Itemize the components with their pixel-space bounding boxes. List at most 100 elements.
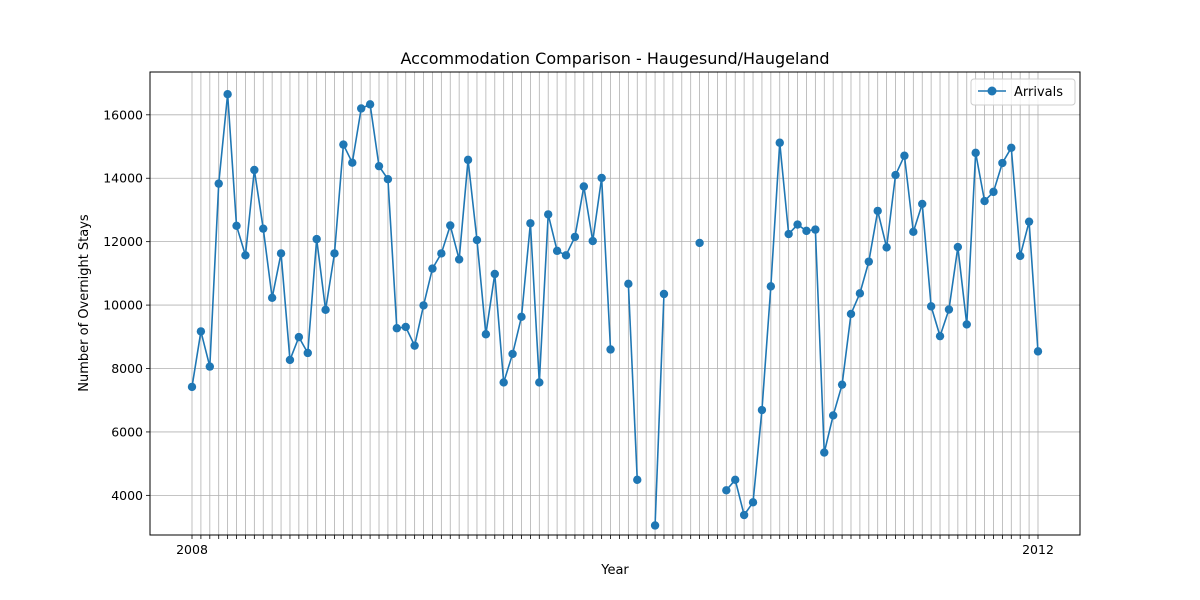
data-point: [873, 206, 882, 216]
y-tick-label: 14000: [103, 171, 143, 186]
data-point: [357, 104, 366, 113]
data-point: [935, 331, 945, 341]
data-point: [267, 293, 277, 302]
data-point: [348, 158, 357, 167]
data-point: [187, 382, 197, 392]
data-point: [828, 411, 838, 420]
data-point: [401, 322, 410, 332]
data-point: [561, 251, 571, 260]
data-point: [784, 229, 793, 239]
y-tick-label: 16000: [103, 107, 143, 122]
data-point: [392, 324, 402, 333]
data-point: [739, 510, 749, 520]
legend-label: Arrivals: [1014, 85, 1063, 100]
grid: [150, 72, 1080, 535]
data-point: [454, 255, 464, 264]
data-point: [989, 187, 998, 197]
data-point: [490, 269, 499, 279]
data-point: [900, 151, 909, 160]
data-point: [196, 327, 206, 336]
data-point: [820, 448, 829, 457]
data-point: [748, 498, 758, 507]
data-point: [944, 305, 954, 314]
data-point: [570, 232, 580, 242]
data-point: [775, 138, 784, 147]
data-point: [918, 199, 927, 209]
data-point: [971, 148, 980, 158]
data-point: [579, 182, 589, 191]
data-point: [864, 257, 873, 266]
data-point: [374, 161, 384, 171]
data-point: [419, 301, 428, 310]
data-point: [588, 236, 597, 246]
data-point: [463, 155, 473, 165]
legend-box: [970, 78, 1076, 106]
data-point: [1033, 347, 1043, 356]
data-point: [383, 174, 393, 184]
data-point: [846, 309, 856, 319]
data-point: [205, 362, 215, 371]
data-point: [446, 221, 455, 230]
y-tick-label: 6000: [111, 424, 143, 439]
y-tick-label: 10000: [103, 298, 143, 313]
data-point: [633, 475, 642, 485]
data-point: [1015, 251, 1025, 261]
data-point: [757, 405, 767, 415]
legend: Arrivals: [970, 78, 1076, 106]
data-point: [597, 173, 606, 183]
data-point: [508, 349, 517, 359]
data-point: [998, 158, 1007, 168]
data-point: [544, 210, 553, 219]
data-point: [294, 332, 304, 342]
y-tick-label: 4000: [111, 488, 143, 503]
axes-ticks: 4000 6000 8000 10000 12000 14000 16000 2008 2012: [103, 107, 1054, 557]
data-point: [223, 89, 232, 99]
data-point: [811, 225, 820, 234]
data-point: [909, 227, 918, 237]
data-point: [339, 140, 348, 149]
data-point: [535, 378, 544, 387]
data-point: [472, 235, 482, 245]
y-axis-label: Number of Overnight Stays: [77, 214, 92, 392]
series-line: [627, 283, 639, 480]
plot-area: [150, 72, 1080, 535]
data-point: [1024, 217, 1034, 226]
data-point: [437, 249, 446, 258]
plot-frame: [149, 71, 1081, 536]
data-point: [526, 219, 535, 228]
series-arrivals: [187, 89, 1043, 530]
data-point: [606, 345, 615, 354]
data-point: [241, 251, 250, 260]
data-point: [481, 330, 491, 339]
data-point: [802, 226, 811, 236]
x-axis-label: Year: [600, 563, 629, 578]
data-point: [837, 380, 847, 389]
data-point: [276, 249, 286, 258]
data-point: [232, 221, 241, 231]
data-point: [312, 234, 321, 244]
data-point: [624, 279, 633, 289]
y-tick-label: 8000: [111, 361, 143, 376]
data-point: [259, 224, 268, 233]
y-tick-label: 12000: [103, 234, 143, 249]
data-point: [499, 378, 508, 387]
data-point: [659, 289, 669, 299]
data-point: [214, 179, 223, 188]
series-line: [654, 293, 665, 526]
data-point: [926, 302, 936, 311]
data-point: [722, 486, 731, 495]
data-point: [962, 320, 971, 329]
x-tick-label-last: 2012: [1022, 542, 1054, 557]
data-point: [552, 246, 562, 256]
data-point: [517, 312, 526, 322]
data-point: [855, 289, 865, 298]
series-line: [191, 93, 612, 388]
data-point: [410, 341, 419, 350]
data-point: [1007, 143, 1016, 152]
data-point: [891, 170, 900, 180]
data-point: [793, 220, 802, 229]
data-point: [321, 305, 330, 315]
data-point: [650, 521, 660, 530]
data-point: [980, 196, 989, 206]
